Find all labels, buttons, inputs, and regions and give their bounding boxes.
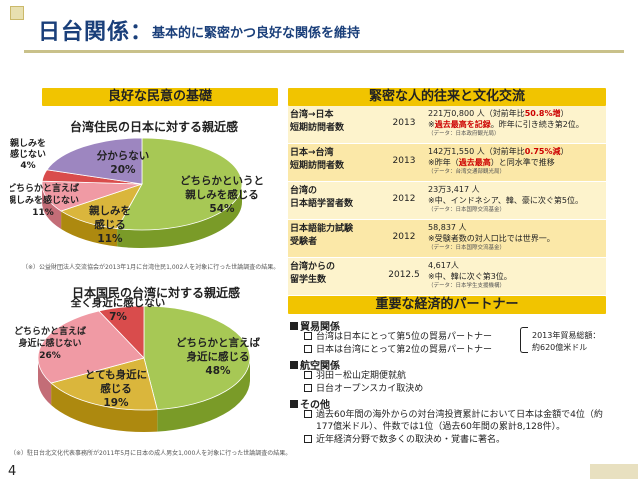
chart1-pie: どちらかというと親しみを感じる 54% 親しみを感じる 11% どちらかと言えば親しみを…: [10, 137, 264, 248]
square-bullet-icon: [290, 361, 298, 369]
pie-slice: [46, 137, 143, 185]
row-label: 台湾の 日本語学習者数: [290, 186, 354, 209]
pie-slice-side: [42, 184, 62, 230]
row-label: 台湾→日本 短期訪問者数: [290, 110, 345, 133]
section-band-economic-partner: 重要な経済的パートナー: [288, 296, 606, 314]
pie-slice-side: [157, 358, 251, 432]
table-row: 台湾の 日本語学習者数 2012 23万3,417 人 ※中、インドネシア、韓、豪に次…: [288, 182, 606, 220]
pie-slice-side: [38, 358, 52, 406]
pie-slice-label: 親しみを感じる 11%: [89, 204, 131, 245]
corner-decoration: [590, 464, 638, 479]
other-item: 近年経済分野で数多くの取決め・覚書に著名。: [304, 434, 505, 446]
air-item: 日台オープンスカイ取決め: [304, 383, 423, 395]
chart1-title: 台湾住民の日本に対する親近感: [70, 120, 239, 134]
chart2-pie: どちらかと言えば身近に感じる 48% とても身近に感じる 19% どちらかと言えば身近に…: [14, 296, 260, 432]
page-number: 4: [8, 464, 17, 479]
title-divider: [24, 50, 624, 53]
pie-slice: [60, 183, 143, 229]
row-year: 2012: [392, 194, 416, 204]
row-note-line: ※中、韓に次ぐ第3位。: [428, 272, 512, 281]
air-heading: 航空関係: [290, 357, 340, 372]
row-value-line: 58,837 人: [428, 223, 467, 232]
pie-slice: [41, 180, 143, 212]
row-source: （データ：日本学生支援機構）: [428, 283, 506, 289]
row-year: 2012: [392, 232, 416, 242]
checkbox-bullet-icon: [304, 384, 312, 392]
other-item: 過去60年間の海外からの対台湾投資累計において日本は金額で4位（約: [304, 409, 603, 421]
pie-slice-label: どちらかと言えば親しみを感じない 11%: [10, 182, 79, 218]
row-source: （データ：日本国際交流基金）: [428, 207, 506, 213]
row-description: 221万0,800 人（対前年比50.8%増） ※過去最高を記録。昨年に引き続き第…: [428, 108, 604, 138]
checkbox-bullet-icon: [304, 410, 312, 418]
bracket-icon: [520, 327, 528, 353]
title-bullet-icon: [10, 6, 24, 20]
pie-slice: [143, 305, 251, 411]
pie-slice-label: とても身近に感じる 19%: [85, 368, 147, 409]
square-bullet-icon: [290, 400, 298, 408]
pie-slice: [37, 310, 145, 384]
trade-total: 2013年貿易総額： 約620億米ドル: [532, 331, 601, 352]
row-source: （データ：日本国際交流基金）: [428, 245, 506, 251]
pie-slice-label: どちらかと言えば身近に感じる 48%: [176, 336, 260, 377]
row-description: 142万1,550 人（対前年比0.75%減） ※昨年（過去最高）と同水準で推移 （…: [428, 146, 604, 176]
row-value-line: 221万0,800 人（対前年比50.8%増）: [428, 109, 569, 118]
pie-slice-side: [117, 184, 242, 248]
chart2-note: （※）駐日台北文化代表事務所が2011年5月に日本の成人男女1,000人を対象に…: [10, 450, 292, 457]
pie-slice-label: 親しみを感じない 4%: [10, 137, 46, 171]
row-label: 日本語能力試験 受験者: [290, 224, 354, 247]
checkbox-bullet-icon: [304, 435, 312, 443]
pie-slice: [116, 137, 243, 231]
pie-slice-label: どちらかと言えば身近に感じない 26%: [14, 325, 86, 361]
row-year: 2012.5: [388, 270, 420, 280]
row-note-line: ※中、インドネシア、韓、豪に次ぐ第5位。: [428, 196, 583, 205]
row-note-line: ※受験者数の対人口比では世界一。: [428, 234, 555, 243]
trade-item: 台湾は日本にとって第5位の貿易パートナー: [304, 331, 492, 343]
page-title: 日台関係：: [38, 20, 154, 45]
air-item: 羽田－松山定期便就航: [304, 370, 406, 382]
row-value-line: 4,617人: [428, 261, 459, 270]
section-band-exchange: 緊密な人的往来と文化交流: [288, 88, 606, 106]
row-year: 2013: [392, 156, 416, 166]
trade-item: 日本は台湾にとって第2位の貿易パートナー: [304, 344, 492, 356]
chart2-title: 日本国民の台湾に対する親近感: [72, 286, 241, 300]
other-item-continued: 177億米ドル）、件数では1位（過去60年間の累計8,128件）。: [316, 422, 566, 432]
pie-slice-side: [51, 383, 158, 432]
row-year: 2013: [392, 118, 416, 128]
table-row: 台湾からの 留学生数 2012.5 4,617人 ※中、韓に次ぐ第3位。 （データ：日本…: [288, 258, 606, 296]
square-bullet-icon: [290, 322, 298, 330]
row-note-line: ※昨年（過去最高）と同水準で推移: [428, 158, 555, 167]
row-value-line: 142万1,550 人（対前年比0.75%減）: [428, 147, 569, 156]
row-description: 4,617人 ※中、韓に次ぐ第3位。 （データ：日本学生支援機構）: [428, 260, 604, 290]
checkbox-bullet-icon: [304, 345, 312, 353]
pie-slice: [50, 357, 158, 411]
row-source: （データ：日本政府観光局）: [428, 131, 500, 137]
pie-slice-label: どちらかというと親しみを感じる 54%: [180, 174, 264, 215]
table-row: 台湾→日本 短期訪問者数 2013 221万0,800 人（対前年比50.8%増） ※…: [288, 106, 606, 144]
row-source: （データ：台湾交通部観光局）: [428, 169, 506, 175]
pie-slice-label: 分からない 20%: [97, 149, 150, 176]
exchange-table: 台湾→日本 短期訪問者数 2013 221万0,800 人（対前年比50.8%増） ※…: [288, 106, 606, 296]
checkbox-bullet-icon: [304, 371, 312, 379]
pie-slice-side: [61, 211, 118, 247]
page-subtitle: 基本的に緊密かつ良好な関係を維持: [152, 26, 361, 41]
row-value-line: 23万3,417 人: [428, 185, 480, 194]
table-row: 日本→台湾 短期訪問者数 2013 142万1,550 人（対前年比0.75%減） ※…: [288, 144, 606, 182]
other-heading: その他: [290, 396, 330, 411]
trade-heading: 貿易関係: [290, 318, 340, 333]
row-description: 23万3,417 人 ※中、インドネシア、韓、豪に次ぐ第5位。 （データ：日本国際交…: [428, 184, 604, 214]
pie-slice-label: 全く身近に感じない 7%: [70, 296, 166, 323]
table-row: 日本語能力試験 受験者 2012 58,837 人 ※受験者数の対人口比では世界一。 （…: [288, 220, 606, 258]
chart1-note: （※）公益財団法人交流協会が2013年1月に台湾住民1,002人を対象に行った世…: [22, 264, 280, 271]
checkbox-bullet-icon: [304, 332, 312, 340]
row-label: 日本→台湾 短期訪問者数: [290, 148, 345, 171]
section-band-public-opinion: 良好な民意の基礎: [42, 88, 278, 106]
pie-slice: [98, 305, 145, 359]
row-label: 台湾からの 留学生数: [290, 262, 336, 285]
row-note-line: ※過去最高を記録。昨年に引き続き第2位。: [428, 120, 584, 129]
row-description: 58,837 人 ※受験者数の対人口比では世界一。 （データ：日本国際交流基金）: [428, 222, 604, 252]
